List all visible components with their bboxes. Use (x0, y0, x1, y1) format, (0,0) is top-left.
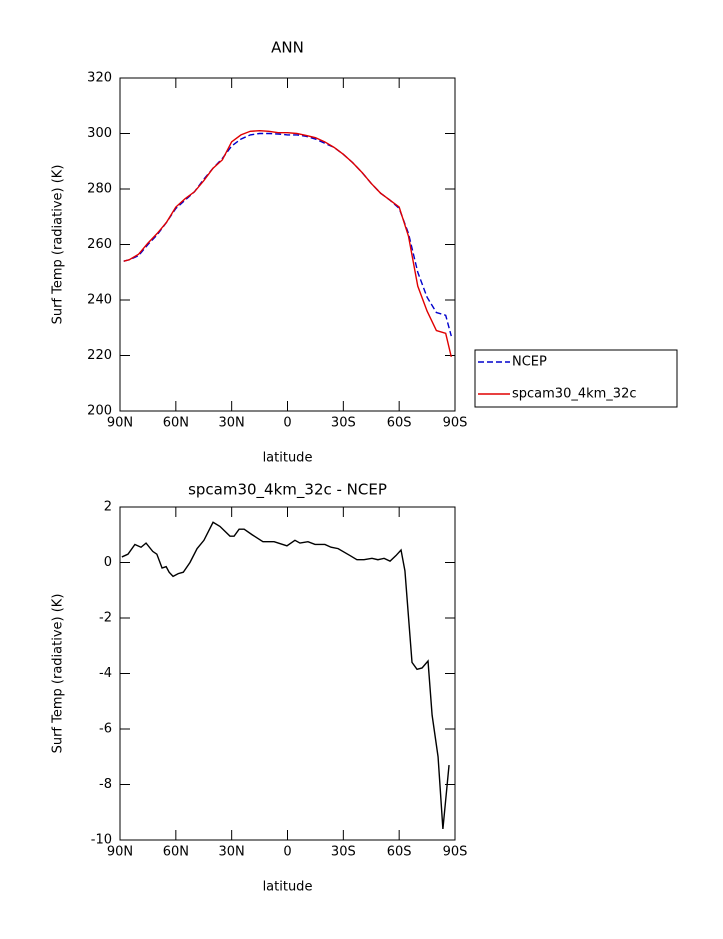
y-tick-label: -8 (99, 777, 112, 792)
y-tick-label: -4 (99, 666, 112, 681)
x-tick-label: 90S (443, 845, 468, 860)
x-tick-label: 0 (283, 416, 291, 431)
y-tick-label: -6 (99, 722, 112, 737)
series-line (123, 132, 452, 337)
x-tick-label: 30N (219, 845, 245, 860)
series-line (121, 521, 450, 829)
x-tick-label: 60S (387, 845, 412, 860)
x-tick-label: 60N (163, 845, 189, 860)
x-tick-label: 30S (331, 416, 356, 431)
y-axis-label: Surf Temp (radiative) (K) (51, 165, 66, 325)
chart-title: ANN (271, 39, 304, 57)
plot-frame (119, 506, 456, 841)
x-tick-label: 30S (331, 845, 356, 860)
y-tick-label: 2 (104, 500, 112, 515)
chart-title: spcam30_4km_32c - NCEP (188, 481, 387, 500)
y-tick-label: 280 (87, 182, 112, 197)
y-tick-label: 0 (104, 555, 112, 570)
x-tick-label: 60N (163, 416, 189, 431)
x-tick-label: 90N (107, 845, 133, 860)
x-tick-label: 0 (283, 845, 291, 860)
y-tick-label: -10 (91, 833, 112, 848)
x-tick-label: 90N (107, 416, 133, 431)
x-axis-label: latitude (263, 880, 313, 895)
x-tick-label: 60S (387, 416, 412, 431)
legend-box (474, 349, 678, 408)
x-axis-label: latitude (263, 451, 313, 466)
y-tick-label: 200 (87, 404, 112, 419)
x-tick-label: 90S (443, 416, 468, 431)
x-tick-label: 30N (219, 416, 245, 431)
legend-label: spcam30_4km_32c (512, 387, 637, 402)
series-line (123, 130, 452, 358)
y-tick-label: 320 (87, 71, 112, 86)
y-tick-label: 240 (87, 293, 112, 308)
y-tick-label: -2 (99, 611, 112, 626)
plot-frame (119, 77, 456, 412)
y-axis-label: Surf Temp (radiative) (K) (51, 594, 66, 754)
y-tick-label: 260 (87, 237, 112, 252)
y-tick-label: 300 (87, 126, 112, 141)
legend-label: NCEP (512, 355, 547, 370)
y-tick-label: 220 (87, 348, 112, 363)
